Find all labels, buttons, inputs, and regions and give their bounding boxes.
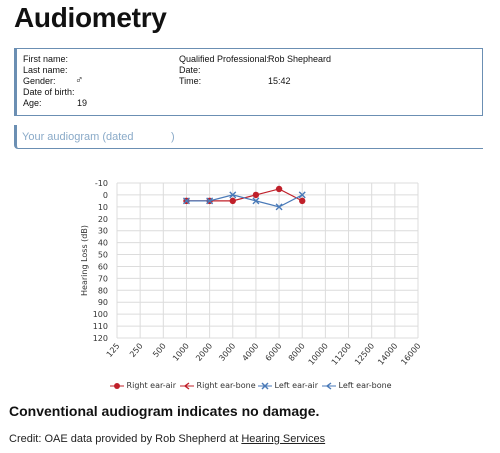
time-label: Time: — [179, 76, 202, 86]
x-tick-label: 12500 — [353, 342, 376, 367]
last-name-label: Last name: — [23, 65, 68, 75]
dob-label: Date of birth: — [23, 87, 75, 97]
legend-item[interactable]: Left ear-bone — [322, 379, 392, 393]
conclusion-text: Conventional audiogram indicates no dama… — [9, 403, 320, 419]
x-tick-label: 6000 — [264, 342, 284, 363]
first-name-label: First name: — [23, 54, 69, 64]
credit-prefix: Credit: OAE data provided by Rob Shepher… — [9, 433, 242, 445]
y-axis-title: Hearing Loss (dB) — [80, 225, 89, 296]
data-point — [229, 191, 237, 199]
patient-info-panel: First name: Last name: Gender: ♂ Date of… — [14, 48, 483, 116]
legend-arrow-icon — [180, 381, 194, 390]
gender-label: Gender: — [23, 76, 56, 86]
y-tick-label: 40 — [98, 239, 108, 248]
y-tick-label: 110 — [93, 322, 108, 331]
legend-x-icon — [258, 382, 272, 389]
audiogram-header-text: Your audiogram (dated — [22, 131, 134, 143]
legend-label: Right ear-air — [126, 381, 177, 390]
x-tick-label: 4000 — [240, 342, 260, 363]
legend-arrow-icon — [322, 381, 336, 390]
x-tick-label: 1000 — [171, 342, 191, 363]
data-point — [275, 185, 283, 193]
data-point — [229, 197, 236, 205]
legend-item[interactable]: Left ear-air — [258, 379, 318, 393]
x-tick-label: 3000 — [217, 342, 237, 363]
y-tick-label: 70 — [98, 274, 108, 283]
legend-item[interactable]: Right ear-bone — [180, 379, 256, 393]
professional-label: Qualified Professional: — [179, 54, 270, 64]
x-tick-label: 14000 — [376, 342, 399, 367]
y-tick-label: 20 — [98, 215, 108, 224]
x-tick-label: 250 — [128, 342, 145, 359]
hearing-services-link[interactable]: Hearing Services — [241, 433, 326, 445]
data-point — [275, 203, 283, 211]
gender-male-icon: ♂ — [75, 74, 84, 86]
data-point — [298, 191, 306, 199]
y-tick-label: 0 — [103, 191, 108, 200]
x-tick-label: 125 — [105, 342, 122, 359]
date-label: Date: — [179, 65, 201, 75]
legend-circle-icon — [110, 382, 124, 389]
x-tick-label: 2000 — [194, 342, 214, 363]
age-label: Age: — [23, 98, 42, 108]
data-point — [206, 197, 214, 205]
audiogram-header-close: ) — [171, 131, 175, 143]
legend-item[interactable]: Right ear-air — [110, 379, 176, 393]
professional-value: Rob Shepheard — [268, 54, 332, 64]
legend-label: Right ear-bone — [196, 381, 256, 390]
x-tick-label: 8000 — [287, 342, 307, 363]
data-point — [252, 197, 260, 205]
x-tick-label: 11200 — [330, 342, 353, 367]
legend-label: Left ear-air — [274, 381, 319, 390]
y-tick-label: 10 — [98, 203, 108, 212]
y-tick-label: 100 — [93, 310, 108, 319]
audiogram-header: Your audiogram (dated ) — [14, 125, 483, 149]
y-tick-label: -10 — [95, 179, 108, 188]
chart-legend: Right ear-air Right ear-bone Left ear-ai… — [0, 379, 500, 393]
x-tick-label: 10000 — [307, 342, 330, 367]
series-line-2 — [186, 194, 303, 208]
time-value: 15:42 — [268, 76, 291, 86]
y-tick-label: 90 — [98, 298, 108, 307]
y-tick-label: 80 — [98, 286, 108, 295]
credit-line: Credit: OAE data provided by Rob Shepher… — [9, 433, 325, 445]
data-point — [182, 197, 190, 205]
data-point — [252, 191, 260, 199]
age-value: 19 — [77, 98, 88, 108]
y-tick-label: 60 — [98, 262, 108, 271]
y-tick-label: 30 — [98, 227, 108, 236]
page-title: Audiometry — [14, 2, 167, 33]
y-tick-label: 120 — [93, 334, 108, 343]
y-tick-label: 50 — [98, 251, 108, 260]
legend-label: Left ear-bone — [338, 381, 392, 390]
x-tick-label: 16000 — [399, 342, 422, 367]
data-point — [299, 197, 306, 205]
x-tick-label: 500 — [151, 342, 168, 359]
